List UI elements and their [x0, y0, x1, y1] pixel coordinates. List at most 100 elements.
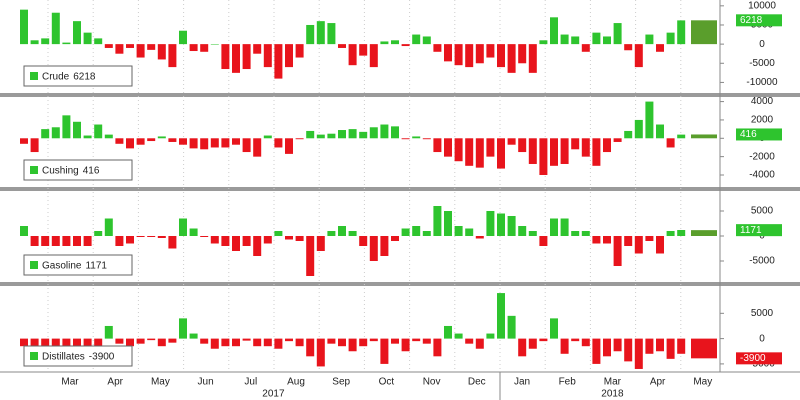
bar: [528, 231, 537, 236]
bar: [581, 44, 590, 52]
bar: [20, 9, 28, 45]
bar: [475, 44, 484, 64]
bar: [179, 138, 187, 145]
bar: [560, 34, 569, 45]
bar: [30, 338, 39, 347]
bar: [316, 21, 325, 45]
bar: [528, 338, 537, 349]
bar: [571, 231, 580, 236]
bar: [104, 44, 113, 48]
month-label: Nov: [423, 377, 441, 388]
legend: Gasoline 1171: [23, 254, 133, 276]
month-label: May: [693, 377, 712, 388]
bar: [613, 138, 622, 142]
bar: [550, 138, 558, 166]
bar: [422, 231, 431, 236]
bar: [210, 236, 219, 244]
bar: [73, 21, 81, 45]
bar: [518, 138, 527, 153]
legend: Cushing 416: [23, 159, 133, 181]
bar: [666, 32, 675, 45]
bar: [518, 338, 527, 357]
bar: [486, 333, 495, 339]
bar: [20, 226, 28, 236]
bar: [603, 36, 611, 45]
bar: [624, 236, 633, 246]
value-box: [736, 352, 782, 365]
bar: [62, 236, 71, 246]
bar: [242, 44, 251, 70]
bar: [41, 38, 50, 45]
bar: [486, 44, 495, 58]
bar: [210, 138, 219, 148]
panel-separator: [0, 282, 800, 286]
bar: [263, 135, 272, 139]
bar: [369, 236, 378, 261]
bar: [189, 44, 198, 52]
y-tick-label: 0: [759, 39, 765, 50]
bar: [380, 41, 389, 45]
bar: [380, 236, 389, 256]
bar: [528, 138, 537, 164]
bar: [369, 127, 378, 139]
bar: [232, 236, 240, 251]
bar: [465, 44, 474, 68]
legend-value: 1171: [85, 260, 107, 271]
bar: [73, 338, 81, 347]
bar: [168, 138, 177, 142]
bar: [475, 138, 484, 168]
bar: [285, 236, 293, 240]
value-box: [736, 14, 782, 27]
bar: [507, 138, 516, 145]
bar: [83, 236, 92, 246]
bar: [550, 218, 558, 236]
bar: [83, 135, 92, 139]
bar: [380, 338, 389, 364]
y-tick-label: -5000: [749, 256, 775, 267]
bar: [306, 338, 315, 357]
bar: [401, 338, 410, 352]
bar: [157, 338, 166, 347]
bar: [274, 231, 283, 236]
bar: [51, 127, 60, 139]
bar: [221, 338, 230, 347]
bar: [51, 338, 60, 347]
bar: [136, 338, 145, 344]
bar: [677, 230, 686, 236]
month-label: Sep: [332, 377, 350, 388]
bar: [274, 44, 283, 79]
bar: [200, 138, 209, 150]
bar: [168, 236, 177, 249]
bar: [539, 338, 548, 342]
bar: [306, 130, 315, 139]
bar: [104, 325, 113, 339]
legend-label: Cushing 416: [42, 165, 100, 176]
bar: [634, 236, 643, 254]
bar: [592, 338, 601, 364]
bar: [634, 119, 643, 139]
legend-name: Cushing: [42, 165, 79, 176]
value-box: [736, 224, 782, 237]
bar: [200, 338, 209, 344]
bar: [115, 44, 124, 54]
bar: [560, 338, 569, 354]
bar: [433, 44, 442, 52]
bar: [454, 226, 463, 236]
bar: [454, 138, 463, 162]
y-tick-label: 4000: [751, 96, 774, 107]
bar: [200, 44, 209, 52]
bar: [189, 333, 198, 339]
bar: [581, 138, 590, 157]
bar: [327, 231, 336, 236]
bar: [126, 338, 134, 347]
bar: [581, 338, 590, 347]
bar: [179, 318, 187, 339]
bar: [645, 338, 654, 354]
bar: [263, 236, 272, 244]
value-box-label: 6218: [740, 15, 763, 26]
bar: [497, 44, 505, 68]
bar: [274, 338, 283, 349]
bar: [433, 338, 442, 357]
bar: [391, 40, 399, 45]
